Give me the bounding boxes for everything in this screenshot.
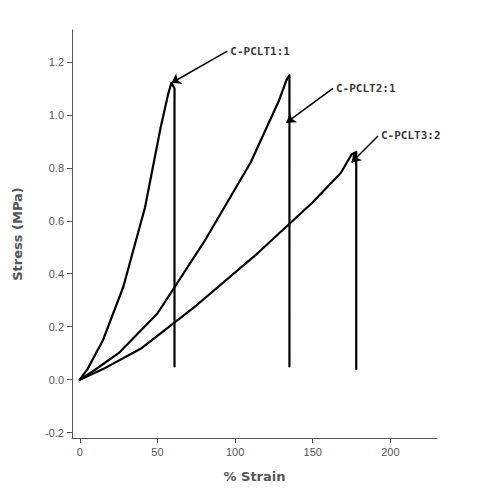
svg-text:0.6: 0.6: [49, 215, 64, 227]
svg-text:1.2: 1.2: [49, 56, 64, 68]
svg-text:0.2: 0.2: [49, 321, 64, 333]
svg-text:0.4: 0.4: [49, 268, 64, 280]
svg-text:0.8: 0.8: [49, 162, 64, 174]
svg-text:Stress (MPa): Stress (MPa): [10, 187, 25, 281]
svg-text:% Strain: % Strain: [223, 469, 285, 484]
svg-text:C-PCLT2:1: C-PCLT2:1: [336, 82, 396, 95]
svg-text:200: 200: [381, 446, 399, 458]
svg-text:0: 0: [77, 446, 83, 458]
svg-text:-0.2: -0.2: [45, 427, 64, 439]
svg-text:100: 100: [226, 446, 244, 458]
svg-text:50: 50: [151, 446, 163, 458]
svg-text:1.0: 1.0: [49, 109, 64, 121]
svg-text:C-PCLT1:1: C-PCLT1:1: [230, 45, 290, 58]
svg-text:150: 150: [304, 446, 322, 458]
svg-text:0.0: 0.0: [49, 374, 64, 386]
svg-text:C-PCLT3:2: C-PCLT3:2: [381, 129, 441, 142]
